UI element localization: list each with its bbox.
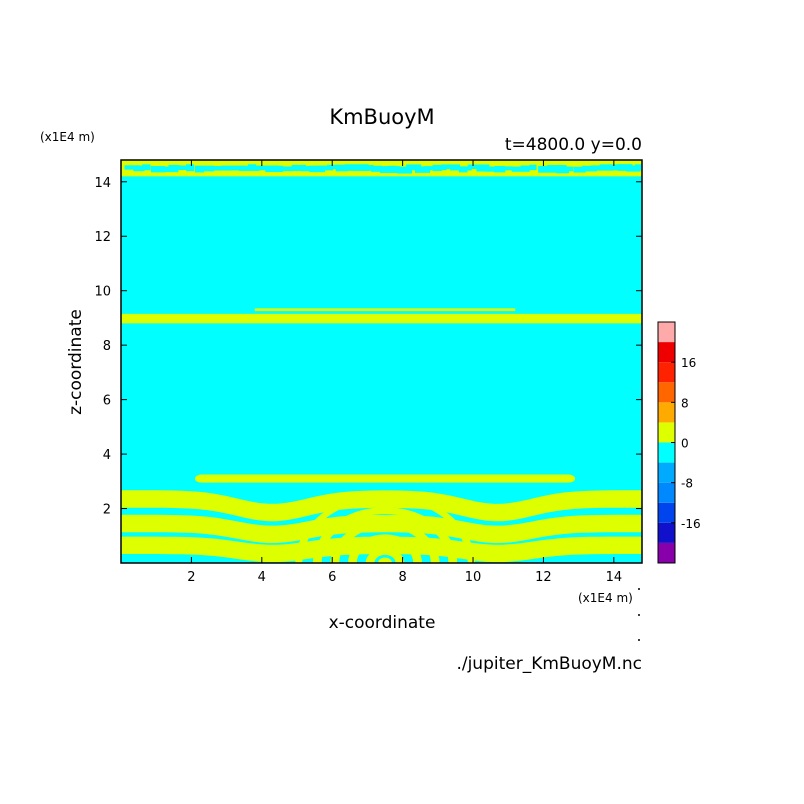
dome-arc [365, 548, 405, 563]
x-tick-label: 6 [328, 570, 336, 585]
y-tick-label: 12 [94, 230, 111, 245]
x-tick-label: 14 [606, 570, 623, 585]
colorbar: -16 -8 0 8 16 [657, 321, 701, 564]
colorbar-tick-label: 0 [681, 437, 689, 451]
colorbar-segment [658, 322, 675, 343]
dome-arc [330, 520, 440, 563]
lower-band [121, 514, 642, 544]
colorbar-segment [658, 502, 675, 523]
x-axis-label: x-coordinate [329, 613, 436, 633]
y-tick-label: 10 [94, 285, 111, 300]
chart-title: KmBuoyM [329, 105, 434, 129]
source-file-label: ./jupiter_KmBuoyM.nc [456, 654, 642, 674]
x-tick-label: 2 [187, 570, 195, 585]
colorbar-segment [658, 482, 675, 503]
colorbar-segment [658, 362, 675, 383]
colorbar-tick-label: 16 [681, 356, 696, 370]
colorbar-segment [658, 422, 675, 443]
colorbar-tick-label: 8 [681, 396, 689, 410]
dome-arc [348, 534, 422, 563]
x-tick-label: 12 [535, 570, 552, 585]
mid-band-upper [254, 308, 516, 312]
plot-frame [120, 159, 643, 564]
colorbar-segment [658, 542, 675, 563]
colorbar-segment [658, 442, 675, 463]
top-layer-gaps [124, 164, 642, 174]
y-tick-label: 6 [103, 394, 111, 409]
colorbar-tick-label: -8 [681, 477, 693, 491]
y-tick-label: 4 [103, 448, 111, 463]
x-unit-label: (x1E4 m) [578, 591, 633, 605]
colorbar-segment [658, 462, 675, 483]
x-tick-label: 4 [258, 570, 266, 585]
colorbar-segment [658, 522, 675, 543]
arc-band [194, 474, 576, 483]
colorbar-segment [658, 402, 675, 423]
plot-area: 2 4 6 8 10 12 14 2 4 6 8 10 12 14 [94, 159, 643, 585]
dome-arc [312, 507, 458, 563]
y-tick-label: 8 [103, 339, 111, 354]
dome-arc [378, 557, 393, 563]
y-axis-label: z-coordinate [66, 309, 86, 415]
x-tick-label: 10 [465, 570, 482, 585]
colorbar-tick-label: -16 [681, 517, 701, 531]
lower-band [121, 490, 642, 522]
y-unit-label: (x1E4 m) [40, 130, 95, 144]
mid-band [121, 313, 642, 324]
y-tick-label: 14 [94, 176, 111, 191]
colorbar-frame [657, 321, 676, 564]
colorbar-segment [658, 382, 675, 403]
colorbar-segment [658, 342, 675, 363]
x-tick-label: 8 [398, 570, 406, 585]
y-tick-label: 2 [103, 503, 111, 518]
corner-marks [638, 588, 640, 641]
chart-subtitle: t=4800.0 y=0.0 [505, 135, 642, 155]
